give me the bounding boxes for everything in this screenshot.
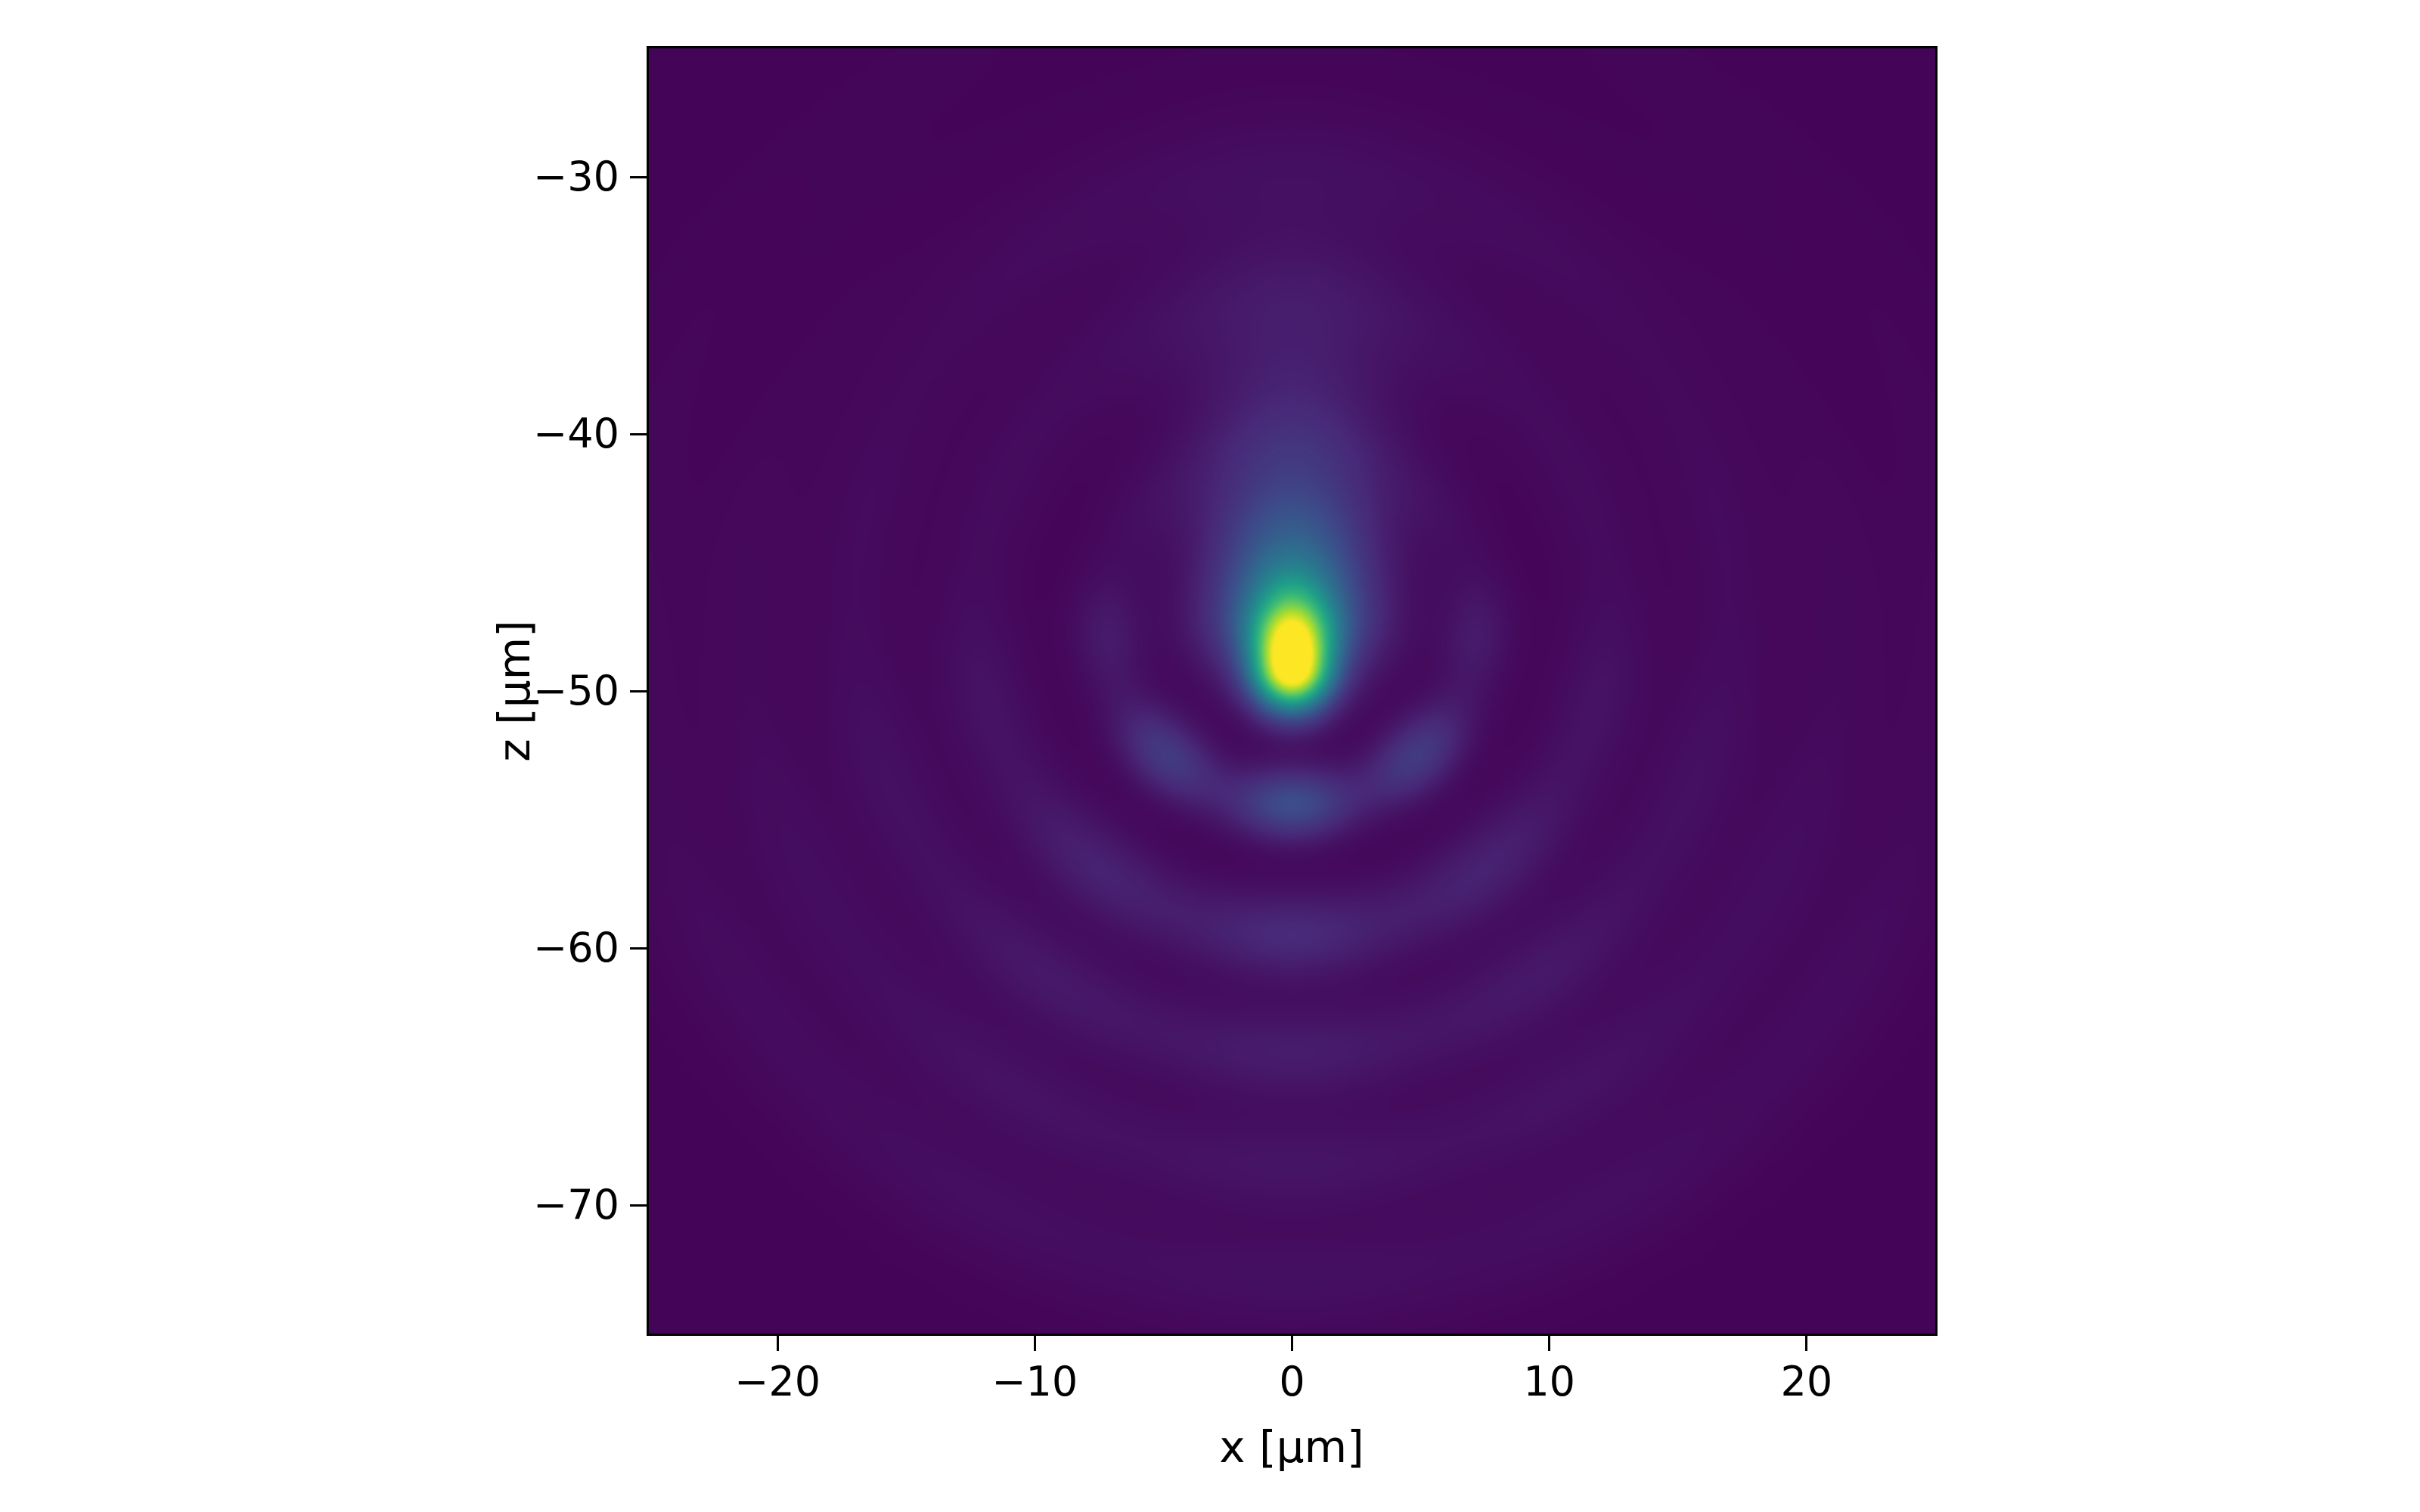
x-tick-label: 20	[1780, 1358, 1833, 1405]
y-tick-label: −50	[533, 667, 619, 714]
x-tick-mark	[1033, 1334, 1036, 1351]
y-tick-mark	[630, 947, 647, 950]
x-tick-label: 10	[1523, 1358, 1576, 1405]
y-tick-label: −30	[533, 153, 619, 200]
x-tick-mark	[1291, 1334, 1293, 1351]
y-tick-label: −60	[533, 924, 619, 971]
heatmap-image	[649, 48, 1935, 1334]
x-tick-mark	[1548, 1334, 1551, 1351]
plot-area	[647, 46, 1938, 1336]
x-tick-mark	[776, 1334, 779, 1351]
y-axis-label: z [μm]	[489, 620, 540, 762]
y-tick-mark	[630, 1204, 647, 1207]
y-tick-mark	[630, 432, 647, 435]
x-tick-label: −10	[991, 1358, 1078, 1405]
x-tick-label: 0	[1279, 1358, 1305, 1405]
y-tick-mark	[630, 175, 647, 178]
y-tick-mark	[630, 689, 647, 692]
x-tick-mark	[1805, 1334, 1808, 1351]
y-tick-label: −40	[533, 410, 619, 457]
y-tick-label: −70	[533, 1181, 619, 1228]
x-axis-label: x [μm]	[1219, 1421, 1364, 1473]
x-tick-label: −20	[734, 1358, 821, 1405]
